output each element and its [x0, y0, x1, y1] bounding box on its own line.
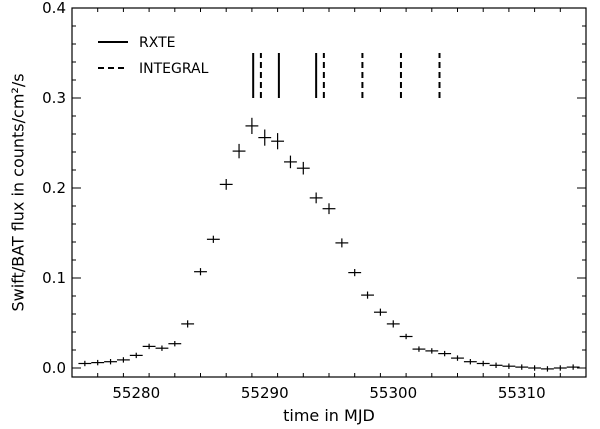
data-point	[116, 357, 130, 363]
data-point	[309, 192, 323, 204]
x-tick-label: 55290	[241, 384, 289, 402]
tick-labels-layer: 55280 55290 55300 55310 0.0 0.1 0.2 0.3 0.4	[42, 0, 545, 402]
data-point	[181, 320, 195, 328]
y-axis-label: Swift/BAT flux in counts/cm²/s	[9, 73, 28, 311]
legend: RXTE INTEGRAL	[98, 35, 209, 77]
data-point	[438, 350, 452, 357]
y-tick-label: 0.0	[42, 359, 66, 377]
data-point	[476, 360, 490, 367]
data-point	[541, 366, 554, 372]
data-point	[335, 238, 349, 248]
data-point	[515, 364, 529, 370]
data-point	[399, 333, 413, 340]
y-tick-label: 0.2	[42, 179, 66, 197]
legend-label-rxte: RXTE	[139, 35, 175, 51]
data-point	[284, 155, 297, 169]
data-point	[194, 268, 207, 276]
data-point	[206, 235, 220, 243]
errorbars-layer	[78, 117, 580, 372]
markers-layer	[252, 53, 441, 98]
x-tick-label: 55280	[112, 384, 160, 402]
data-point	[78, 360, 92, 367]
plot-frame	[71, 7, 587, 378]
data-point	[489, 362, 503, 368]
data-point	[296, 161, 310, 175]
data-point	[412, 346, 426, 352]
data-point	[566, 364, 580, 370]
x-axis-label: time in MJD	[283, 406, 375, 425]
data-point	[168, 341, 182, 347]
data-point	[322, 203, 336, 215]
data-point	[361, 291, 374, 299]
data-point	[91, 359, 105, 366]
y-tick-label: 0.4	[42, 0, 66, 17]
data-point	[451, 355, 464, 361]
data-point	[528, 365, 542, 371]
data-point	[502, 363, 516, 369]
data-point	[386, 320, 400, 328]
data-point	[104, 359, 117, 365]
data-point	[258, 129, 272, 146]
legend-label-integral: INTEGRAL	[139, 61, 209, 77]
data-point	[129, 352, 143, 359]
x-tick-label: 55310	[498, 384, 546, 402]
data-point	[245, 117, 259, 134]
y-tick-label: 0.1	[42, 269, 66, 287]
data-point	[553, 365, 567, 371]
data-point	[219, 179, 233, 190]
x-tick-label: 55300	[369, 384, 417, 402]
data-point	[463, 359, 477, 365]
y-tick-label: 0.3	[42, 89, 66, 107]
data-point	[232, 143, 246, 159]
data-point	[425, 348, 439, 354]
data-point	[142, 343, 156, 350]
data-point	[373, 308, 387, 316]
data-point	[348, 269, 362, 277]
data-point	[271, 133, 285, 150]
data-point	[155, 345, 169, 351]
